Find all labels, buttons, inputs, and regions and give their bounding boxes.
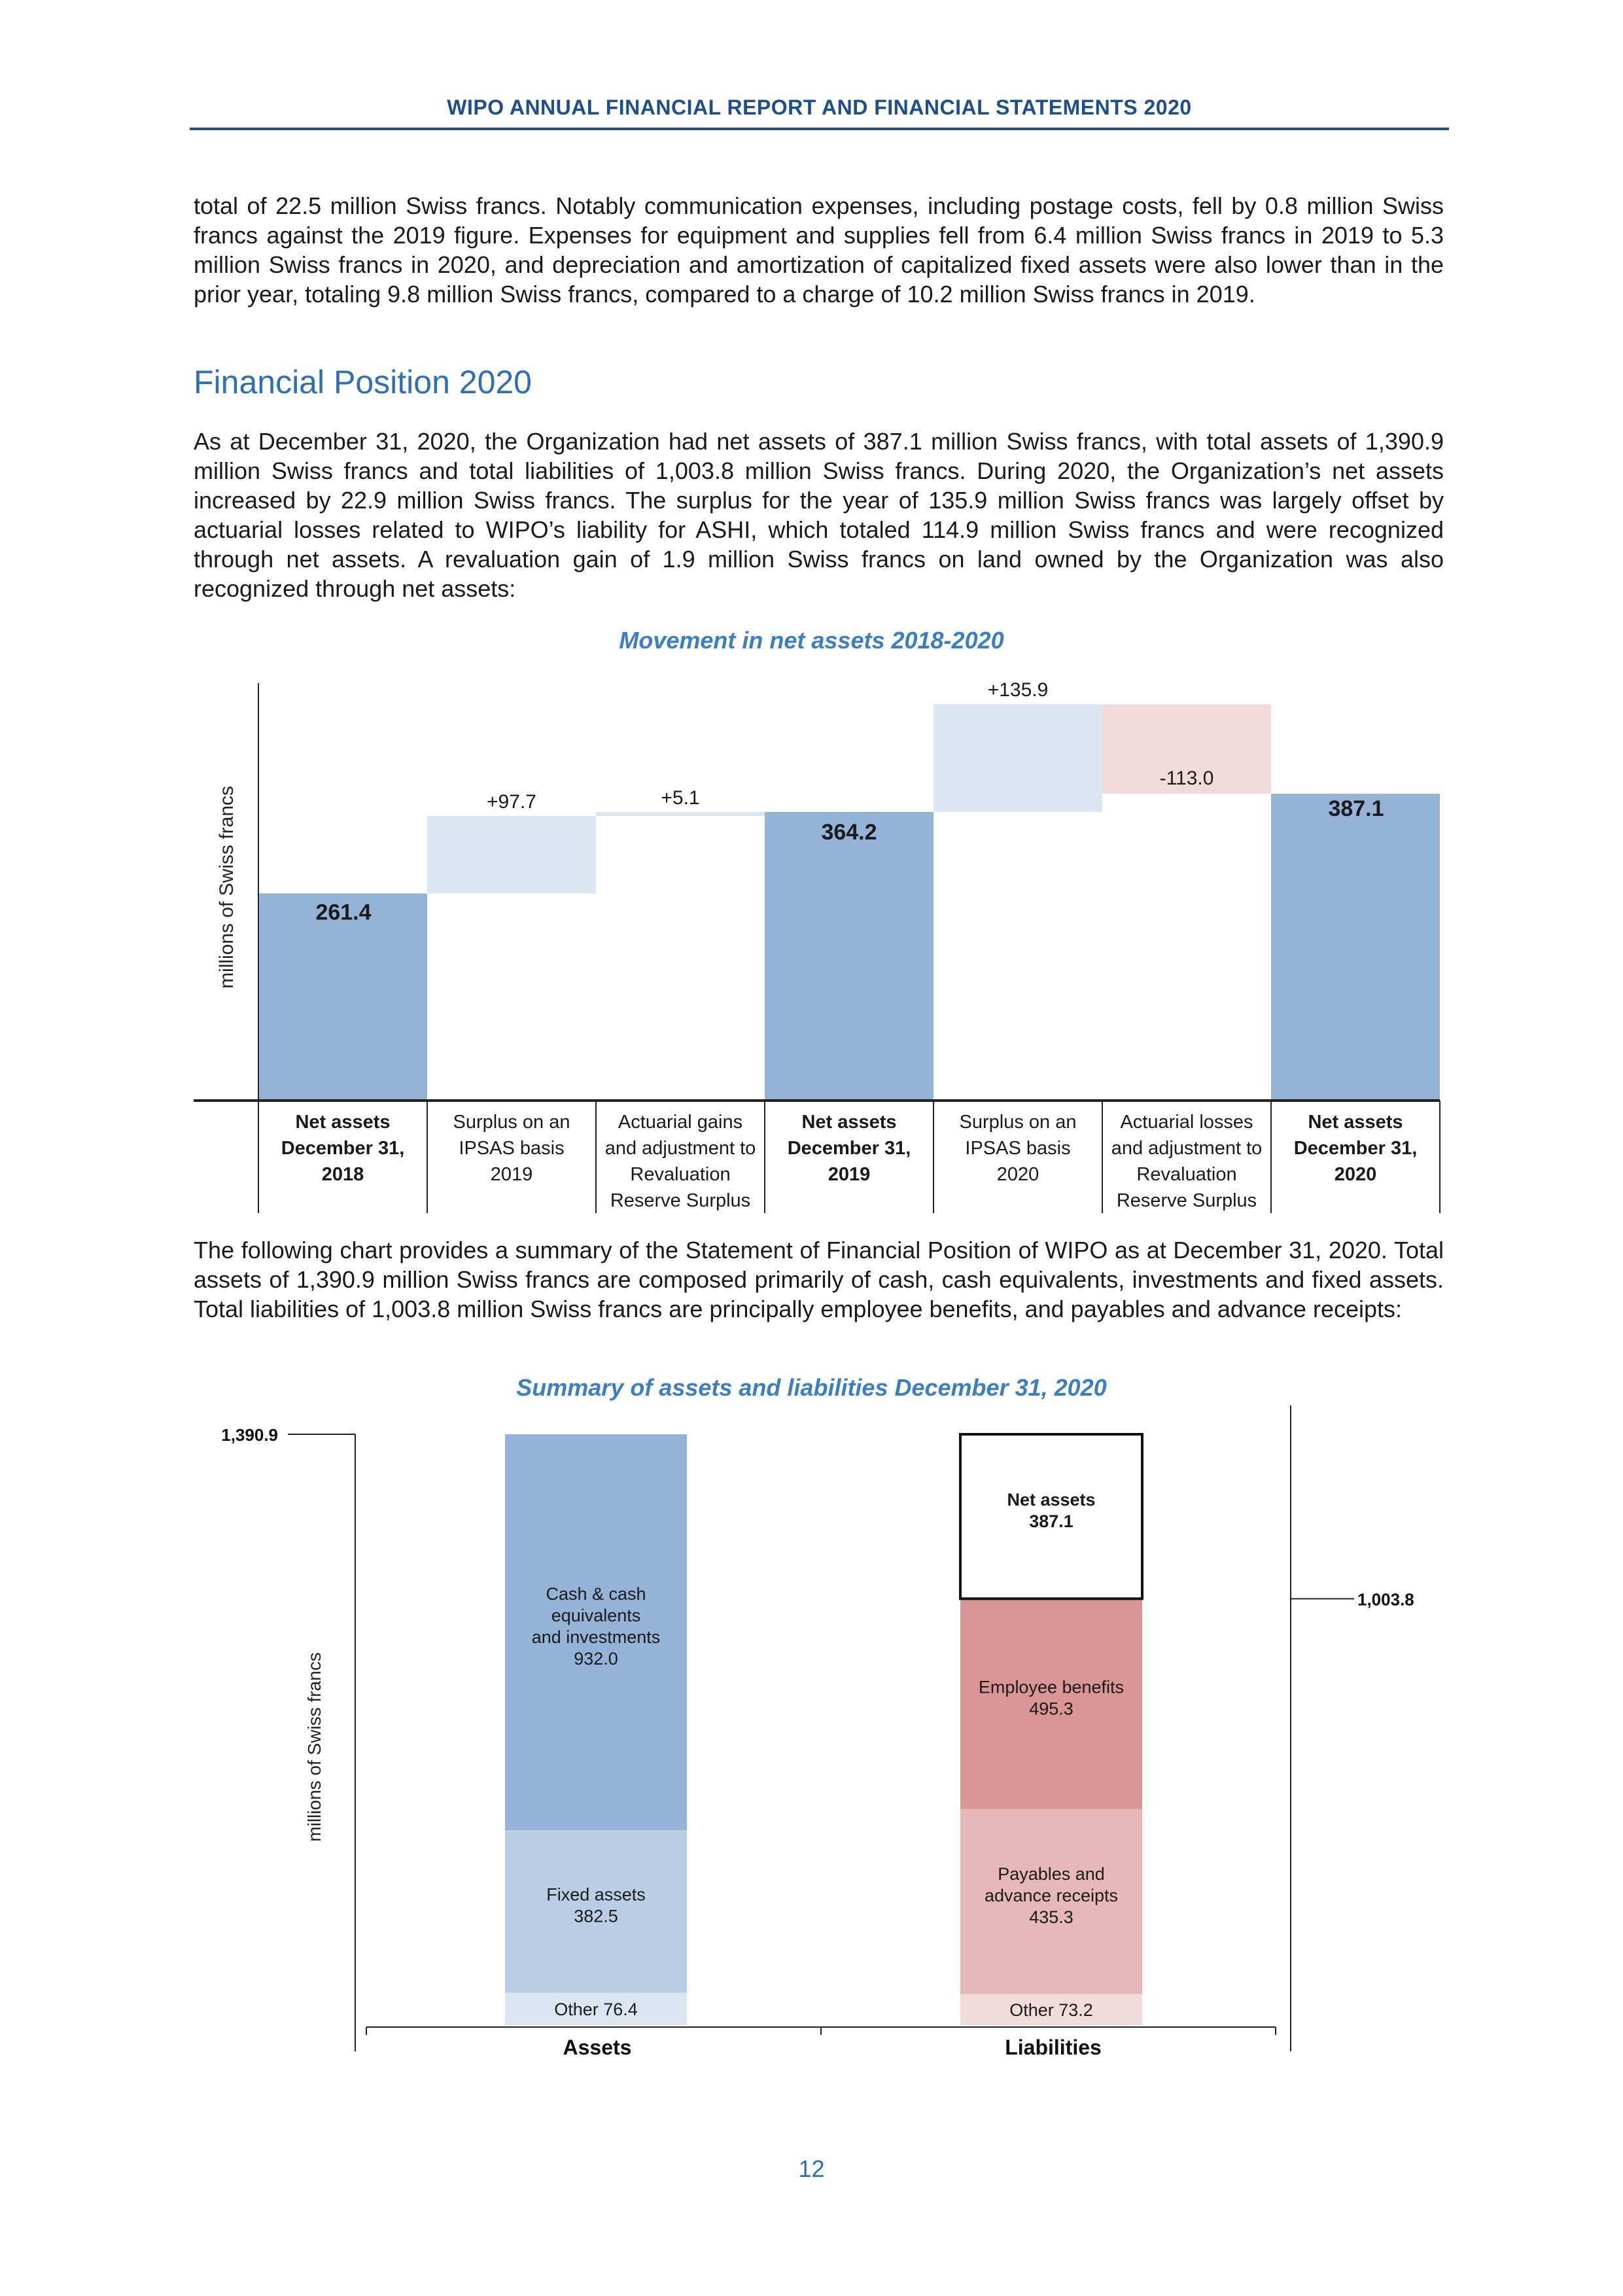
stacked-segment-assets-2: [505, 1434, 687, 1831]
stacked-segment-liabilities-2: [960, 1598, 1142, 1809]
position-paragraph: As at December 31, 2020, the Organizatio…: [194, 428, 1444, 602]
stacked-segment-label: 932.0: [574, 1649, 618, 1669]
waterfall-category-label: Actuarial losses: [1120, 1112, 1253, 1133]
stacked-segment-label: 435.3: [1029, 1907, 1073, 1927]
stacked-segment-label: Employee benefits: [979, 1678, 1124, 1697]
stacked-segment-assets-0: [505, 1992, 687, 2025]
waterfall-chart-title: Movement in net assets 2018-2020: [619, 627, 1004, 654]
stacked-segment-label: advance receipts: [985, 1886, 1118, 1905]
waterfall-bar-1: [427, 816, 596, 894]
stacked-segment-label: 387.1: [1029, 1511, 1073, 1531]
waterfall-category-label: December 31,: [788, 1138, 911, 1159]
waterfall-category-label: and adjustment to: [605, 1138, 756, 1159]
stacked-segment-liabilities-0: [960, 1994, 1142, 2025]
waterfall-category-label: 2020: [997, 1164, 1039, 1185]
report-header: WIPO ANNUAL FINANCIAL REPORT AND FINANCI…: [447, 96, 1192, 119]
waterfall-category-label: 2018: [322, 1164, 364, 1185]
waterfall-value-label-0: 261.4: [315, 900, 371, 925]
stacked-segment-liabilities-1: [960, 1809, 1142, 1994]
waterfall-bar-4: [934, 704, 1102, 812]
waterfall-value-label-2: +5.1: [661, 787, 699, 809]
waterfall-category-label: Revaluation: [1136, 1164, 1236, 1185]
waterfall-category-label: Actuarial gains: [618, 1112, 742, 1133]
stacked-y-axis-label: millions of Swiss francs: [304, 1652, 324, 1841]
waterfall-category-label: December 31,: [281, 1138, 405, 1159]
stacked-segment-assets-1: [505, 1830, 687, 1993]
stacked-segment-label: Cash & cash: [546, 1584, 646, 1604]
stacked-segment-liabilities-3: [959, 1433, 1143, 1600]
waterfall-category-label: Net assets: [295, 1112, 390, 1133]
waterfall-value-label-3: 364.2: [821, 820, 877, 845]
waterfall-value-label-6: 387.1: [1328, 796, 1384, 821]
summary-paragraph: The following chart provides a summary o…: [194, 1237, 1444, 1322]
waterfall-category-label: Net assets: [1308, 1112, 1403, 1133]
stacked-segment-label: Payables and: [998, 1864, 1105, 1884]
waterfall-category-label: Reserve Surplus: [610, 1190, 750, 1211]
waterfall-bar-6: [1271, 794, 1440, 1101]
waterfall-chart: millions of Swiss francs 261.4 Net assets D…: [194, 680, 1440, 1213]
stacked-segment-label: Other 76.4: [554, 2000, 638, 2019]
waterfall-category-label: Net assets: [801, 1112, 896, 1133]
stacked-segment-label: equivalents: [551, 1606, 641, 1625]
waterfall-category-label: Revaluation: [630, 1164, 730, 1185]
section-title: Financial Position 2020: [194, 364, 532, 400]
header-rule: [190, 128, 1449, 130]
waterfall-category-label: IPSAS basis: [459, 1138, 564, 1159]
waterfall-category-label: Reserve Surplus: [1117, 1190, 1257, 1211]
stacked-category-label: Liabilities: [1005, 2036, 1102, 2059]
stacked-segment-label: Fixed assets: [546, 1885, 646, 1905]
waterfall-value-label-1: +97.7: [487, 791, 536, 813]
waterfall-category-label: 2019: [491, 1164, 533, 1185]
waterfall-y-axis-label: millions of Swiss francs: [216, 786, 237, 989]
stacked-segment-label: Net assets: [1007, 1490, 1095, 1510]
stacked-segment-label: and investments: [532, 1627, 661, 1647]
waterfall-bar-0: [258, 893, 427, 1101]
waterfall-value-label-5: -113.0: [1160, 768, 1214, 789]
waterfall-category-label: Surplus on an: [453, 1112, 570, 1133]
stacked-segment-label: 382.5: [574, 1907, 618, 1926]
waterfall-category-label: and adjustment to: [1111, 1138, 1263, 1159]
waterfall-bar-2: [596, 811, 765, 817]
page-number: 12: [798, 2155, 825, 2182]
stacked-category-label: Assets: [563, 2036, 632, 2059]
waterfall-bar-5: [1102, 704, 1271, 794]
waterfall-category-label: 2020: [1335, 1164, 1377, 1185]
stacked-chart-title: Summary of assets and liabilities Decemb…: [516, 1374, 1107, 1401]
waterfall-category-label: December 31,: [1294, 1138, 1418, 1159]
waterfall-bar-3: [765, 811, 934, 1101]
intro-paragraph: total of 22.5 million Swiss francs. Nota…: [194, 192, 1444, 308]
stacked-chart: millions of Swiss francs 1,390.9 1,003.8 Ot…: [221, 1405, 1414, 2059]
stacked-left-marker-label: 1,390.9: [221, 1425, 278, 1445]
stacked-segment-label: 495.3: [1029, 1699, 1073, 1719]
waterfall-category-label: Surplus on an: [960, 1112, 1077, 1133]
stacked-right-marker-label: 1,003.8: [1357, 1589, 1414, 1609]
waterfall-category-label: IPSAS basis: [965, 1138, 1070, 1159]
waterfall-value-label-4: +135.9: [988, 680, 1049, 701]
waterfall-category-label: 2019: [828, 1164, 871, 1185]
stacked-segment-label: Other 73.2: [1009, 2000, 1093, 2020]
